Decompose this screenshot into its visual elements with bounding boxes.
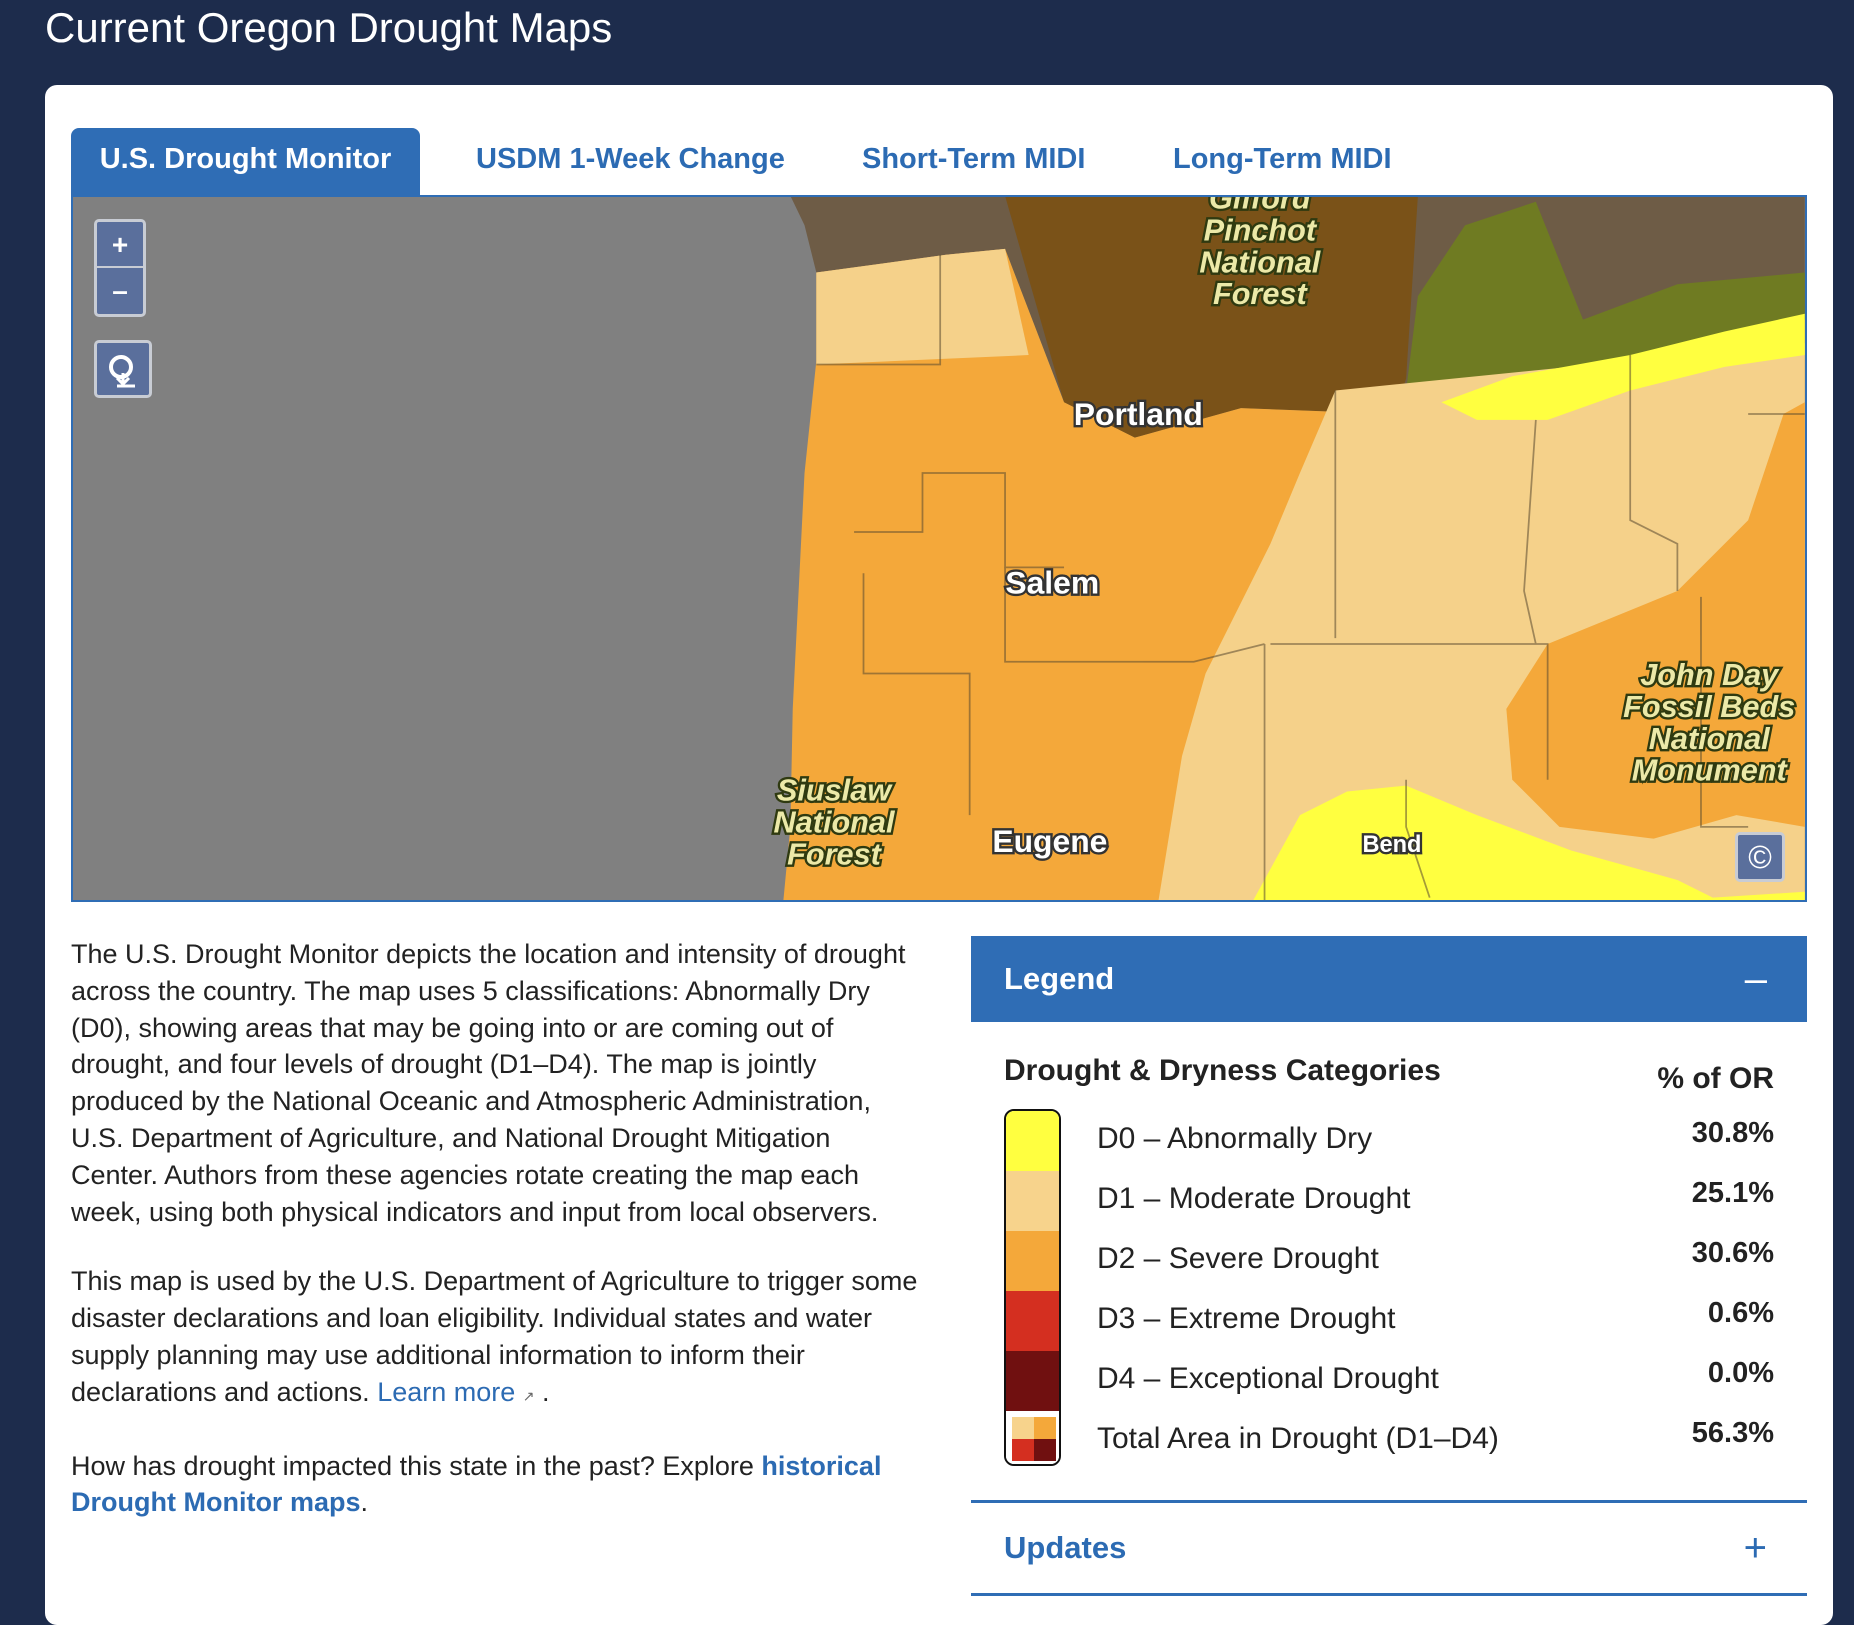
legend-label: D1 – Moderate Drought (1097, 1182, 1411, 1215)
swatch (1006, 1351, 1059, 1412)
legend-percent: 30.6% (1691, 1237, 1774, 1269)
legend-percent: 0.0% (1707, 1357, 1774, 1389)
county-lines (816, 254, 1805, 900)
forest-label: Fossil Beds (1623, 690, 1795, 724)
forest-label: National (1649, 722, 1771, 756)
paragraph: This map is used by the U.S. Department … (71, 1263, 921, 1414)
swatch (1006, 1291, 1059, 1352)
legend-label: D4 – Exceptional Drought (1097, 1362, 1439, 1395)
locate-icon (109, 355, 135, 388)
forest-label: Forest (787, 837, 882, 871)
legend-label: D3 – Extreme Drought (1097, 1302, 1396, 1335)
text: This map is used by the U.S. Department … (71, 1266, 918, 1407)
column-heading: % of OR (1657, 1062, 1774, 1095)
forest-label: Gifford (1209, 197, 1312, 216)
expand-toggle[interactable]: + (1743, 1526, 1767, 1570)
forest-label: National (1199, 245, 1321, 279)
zoom-out[interactable]: – (112, 275, 128, 306)
updates-title: Updates (1004, 1530, 1127, 1565)
region-d2 (1506, 402, 1805, 839)
external-icon: ↗ (522, 1387, 535, 1404)
attribution-button[interactable]: © (1735, 832, 1785, 882)
legend-percent: 25.1% (1691, 1177, 1774, 1209)
legend-heading: Drought & Dryness Categories (1004, 1054, 1441, 1087)
legend-title: Legend (1004, 961, 1115, 996)
legend-label: D0 – Abnormally Dry (1097, 1122, 1373, 1155)
text: How has drought impacted this state in t… (71, 1450, 754, 1481)
legend-swatches (1004, 1109, 1061, 1466)
collapse-toggle[interactable]: – (1744, 957, 1767, 1001)
swatch-part (1034, 1417, 1056, 1439)
description: The U.S. Drought Monitor depicts the loc… (71, 936, 921, 1554)
updates-header[interactable]: Updates + (971, 1500, 1807, 1596)
tab[interactable]: Short-Term MIDI (862, 143, 1086, 175)
forest-label: Forest (1213, 277, 1308, 311)
swatch (1006, 1231, 1059, 1292)
text: . (360, 1487, 368, 1518)
region (1406, 201, 1805, 415)
city-label: Bend (1362, 831, 1421, 857)
legend-percent: 56.3% (1691, 1417, 1774, 1449)
city-label: Portland (1074, 396, 1203, 432)
map[interactable]: Portland Salem Eugene Bend Gifford Pinchot Nat… (71, 195, 1807, 902)
paragraph: The U.S. Drought Monitor depicts the loc… (71, 939, 906, 1227)
text: . (542, 1376, 550, 1407)
legend-header[interactable]: Legend – (971, 936, 1807, 1022)
forest-label: Siuslaw (777, 774, 893, 808)
legend-label: Total Area in Drought (D1–D4) (1097, 1422, 1499, 1455)
swatch-total (1006, 1411, 1059, 1464)
tab[interactable]: USDM 1-Week Change (476, 143, 785, 175)
region-d0 (1253, 785, 1805, 900)
tab[interactable]: Long-Term MIDI (1173, 143, 1392, 175)
tab-active[interactable]: U.S. Drought Monitor (71, 128, 420, 195)
paragraph: How has drought impacted this state in t… (71, 1448, 921, 1522)
forest-label: John Day (1640, 658, 1780, 692)
swatch-part (1012, 1417, 1034, 1439)
forest-label: Pinchot (1204, 213, 1318, 247)
swatch (1006, 1171, 1059, 1232)
swatch-part (1034, 1439, 1056, 1461)
link[interactable]: Learn more (377, 1376, 516, 1407)
swatch-part (1012, 1439, 1034, 1461)
legend-label: D2 – Severe Drought (1097, 1242, 1379, 1275)
region-d1 (816, 248, 1029, 365)
zoom-control: + – (94, 219, 146, 317)
page-title: Current Oregon Drought Maps (45, 4, 613, 51)
region-d0 (1441, 313, 1805, 420)
city-label: Salem (1005, 564, 1099, 600)
swatch (1006, 1111, 1059, 1172)
region (1005, 197, 1418, 438)
city-label: Eugene (992, 823, 1107, 859)
legend-percent: 0.6% (1707, 1297, 1774, 1329)
legend-percent: 30.8% (1691, 1117, 1774, 1149)
link[interactable]: historical Drought Monitor maps (71, 1450, 882, 1518)
forest-label: Monument (1632, 754, 1789, 788)
forest-label: National (774, 806, 896, 840)
zoom-in[interactable]: + (97, 222, 143, 268)
locate-button[interactable] (94, 340, 152, 398)
